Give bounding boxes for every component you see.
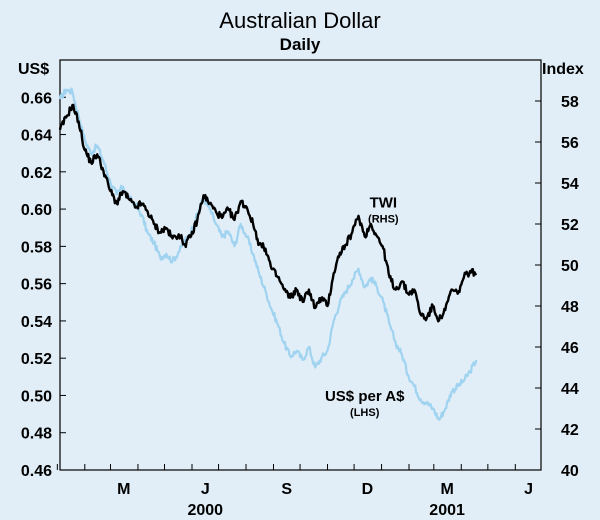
- right-tick-label: 54: [561, 176, 579, 193]
- left-tick-label: 0.48: [21, 426, 52, 443]
- twi-series-line: [58, 103, 478, 323]
- chart-subtitle: Daily: [280, 35, 321, 54]
- series-lines: [58, 87, 478, 421]
- twi-label: TWI: [370, 195, 398, 212]
- left-tick-label: 0.50: [21, 388, 52, 405]
- month-label: J: [201, 481, 210, 498]
- tick-labels: 0.46 0.48 0.50 0.52 0.54 0.56 0.58 0.60 0.62 0.64…: [21, 90, 579, 519]
- left-tick-label: 0.58: [21, 239, 52, 256]
- left-tick-label: 0.66: [21, 90, 52, 107]
- right-tick-label: 56: [561, 135, 579, 152]
- left-axis-unit: US$: [18, 61, 49, 78]
- left-tick-label: 0.54: [21, 314, 52, 331]
- twi-axis-note: (RHS): [368, 214, 399, 226]
- chart-title: Australian Dollar: [219, 8, 380, 33]
- series-labels: TWI (RHS) US$ per A$ (LHS): [325, 195, 405, 419]
- usd-label: US$ per A$: [325, 388, 405, 405]
- right-tick-label: 48: [561, 299, 579, 316]
- right-tick-label: 42: [561, 422, 579, 439]
- month-label: S: [281, 481, 292, 498]
- year-label: 2000: [187, 502, 223, 519]
- right-tick-label: 46: [561, 340, 579, 357]
- year-label: 2001: [429, 502, 465, 519]
- axis-ticks: [56, 96, 541, 471]
- right-tick-label: 50: [561, 258, 579, 275]
- month-label: J: [524, 481, 533, 498]
- right-tick-label: 52: [561, 217, 579, 234]
- right-tick-label: 58: [561, 94, 579, 111]
- left-tick-label: 0.60: [21, 202, 52, 219]
- left-tick-label: 0.62: [21, 165, 52, 182]
- usd-axis-note: (LHS): [350, 407, 380, 419]
- month-label: M: [117, 481, 130, 498]
- left-tick-label: 0.52: [21, 351, 52, 368]
- left-tick-label: 0.46: [21, 463, 52, 480]
- right-axis-unit: Index: [542, 61, 584, 78]
- right-tick-label: 40: [561, 463, 579, 480]
- left-tick-label: 0.64: [21, 128, 52, 145]
- month-label: M: [440, 481, 453, 498]
- month-label: D: [362, 481, 374, 498]
- left-tick-label: 0.56: [21, 277, 52, 294]
- usd-series-line: [58, 87, 478, 421]
- right-tick-label: 44: [561, 381, 579, 398]
